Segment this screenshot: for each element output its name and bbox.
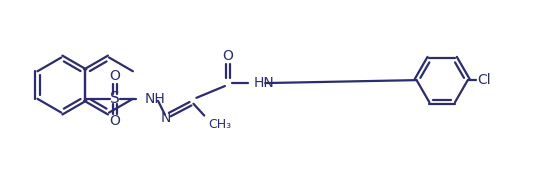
Text: O: O bbox=[109, 69, 120, 83]
Text: Cl: Cl bbox=[478, 73, 491, 87]
Text: HN: HN bbox=[254, 76, 274, 90]
Text: CH₃: CH₃ bbox=[208, 118, 231, 131]
Text: O: O bbox=[223, 50, 233, 64]
Text: N: N bbox=[160, 111, 171, 125]
Text: O: O bbox=[109, 114, 120, 128]
Text: NH: NH bbox=[144, 92, 165, 106]
Text: S: S bbox=[110, 91, 120, 106]
